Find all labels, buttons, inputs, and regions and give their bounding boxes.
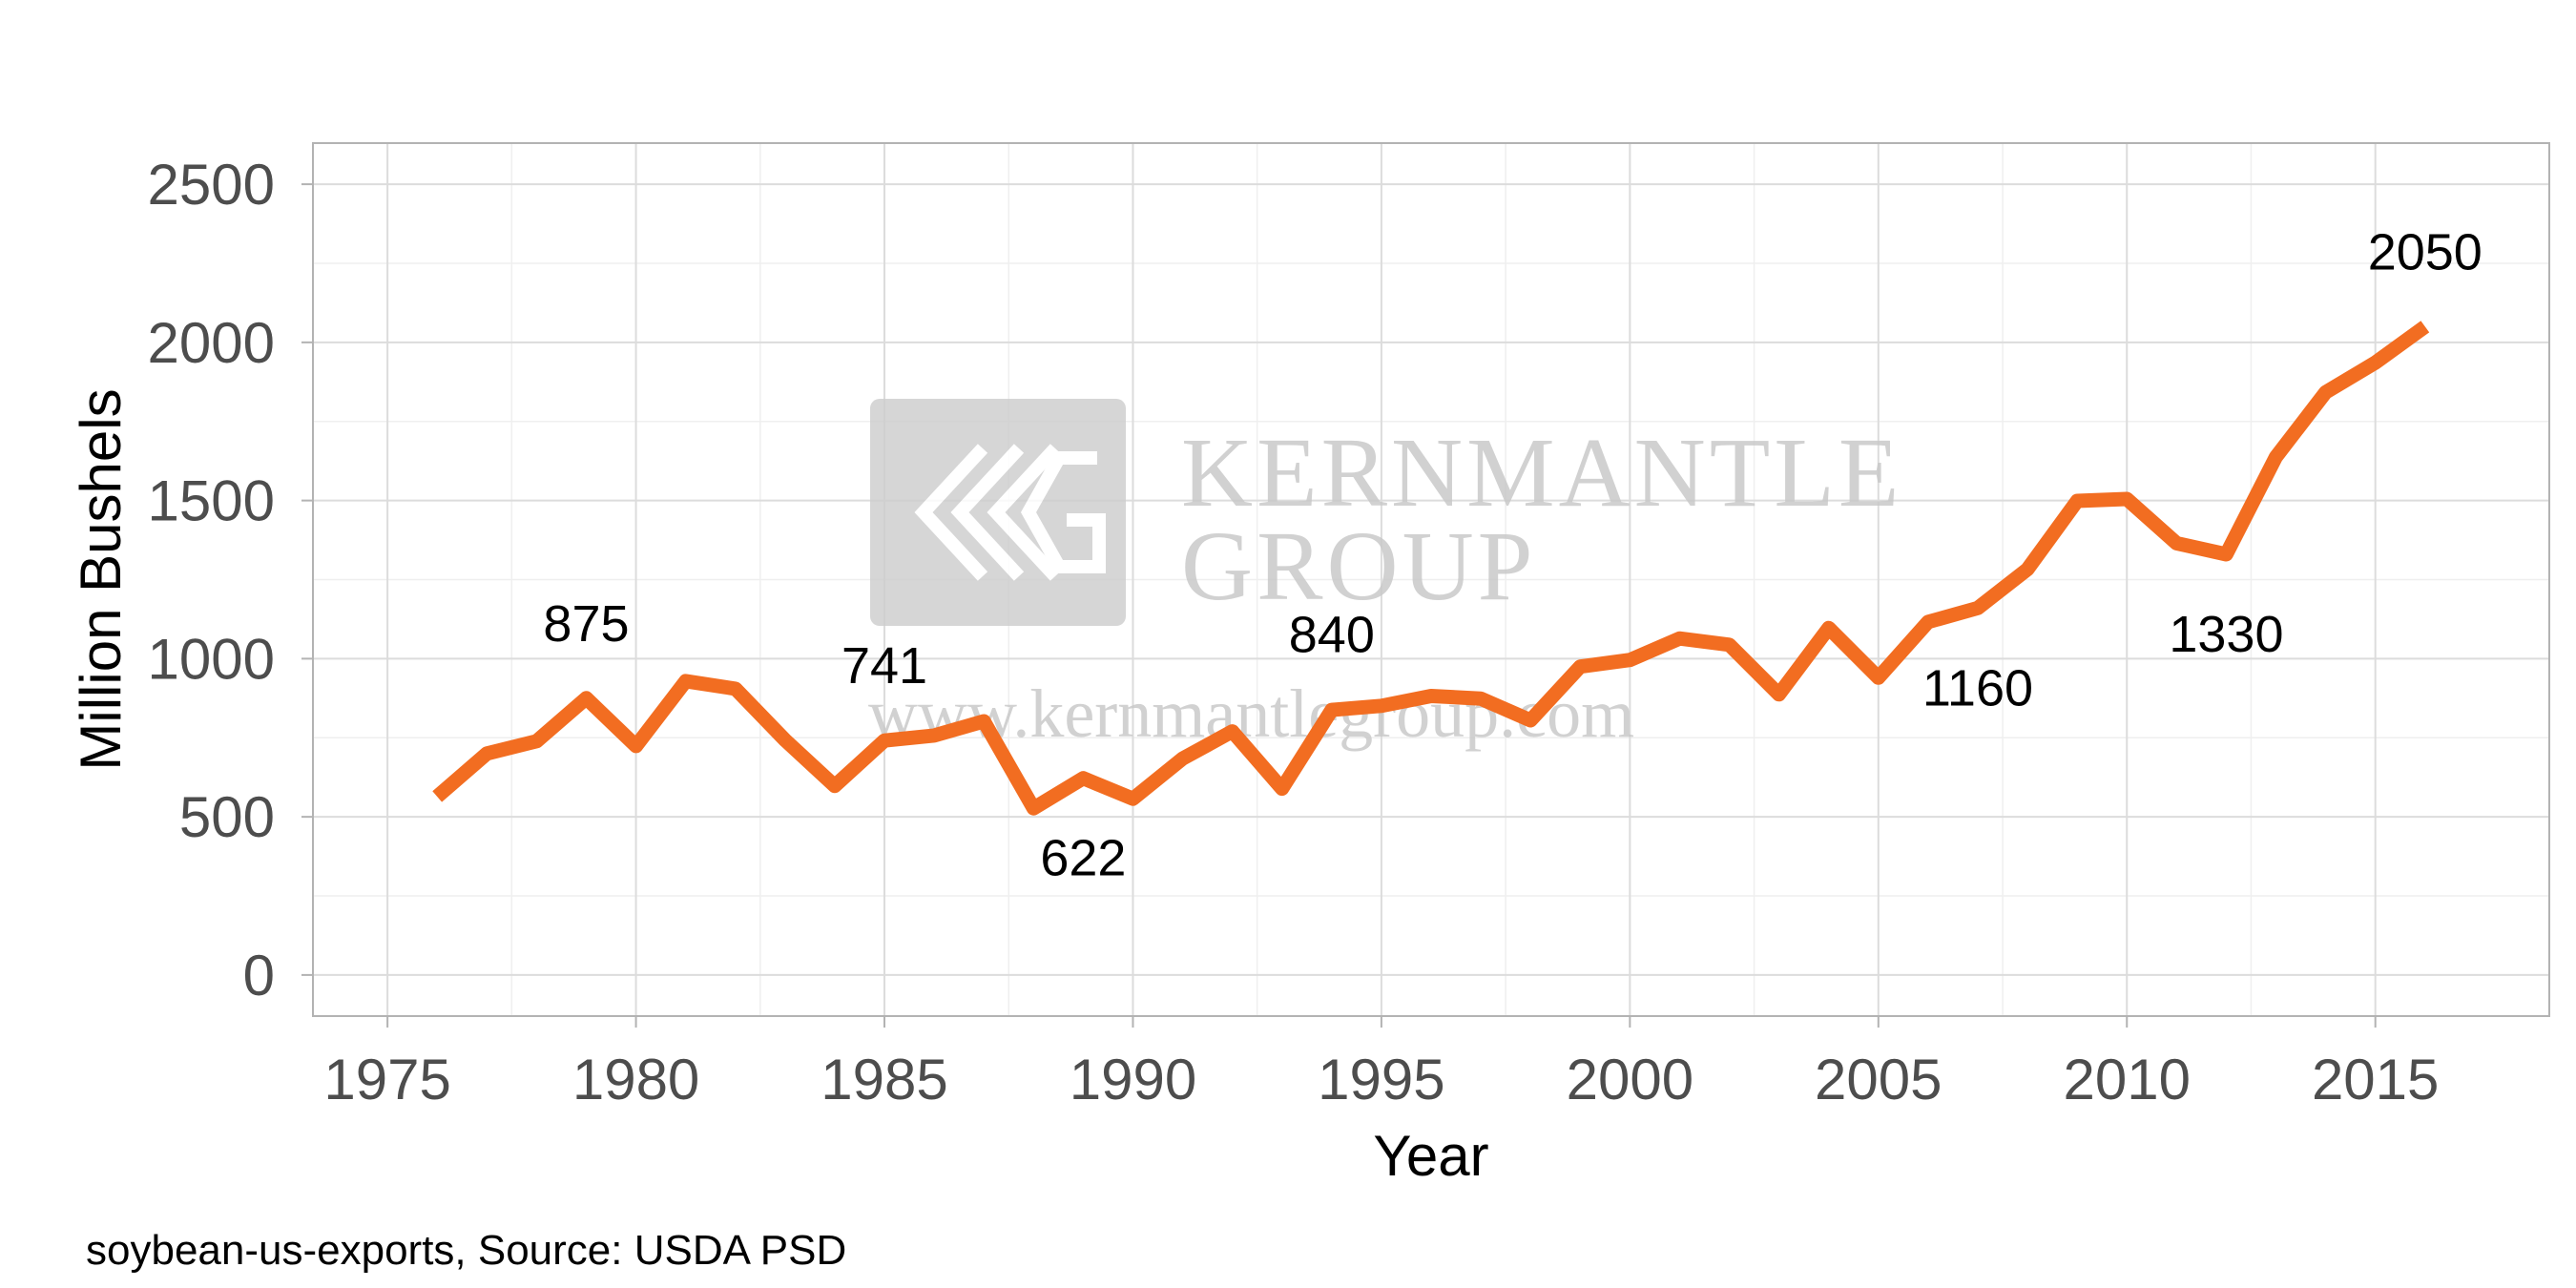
y-tick-label: 0 <box>243 944 275 1008</box>
y-axis-title: Million Bushels <box>69 388 133 770</box>
x-tick-label: 2005 <box>1815 1048 1942 1111</box>
data-label-2012: 1330 <box>2169 606 2283 663</box>
y-tick-label: 1500 <box>148 469 275 533</box>
y-tick-label: 500 <box>179 785 275 849</box>
y-tick-label: 1000 <box>148 627 275 691</box>
watermark-title: KERNMANTLE <box>1181 418 1902 528</box>
x-tick-label: 1990 <box>1070 1048 1196 1111</box>
data-labels: 875 741 622 840 1160 1330 2050 <box>543 223 2482 886</box>
plot-panel-border <box>312 142 2550 1017</box>
data-label-1989: 622 <box>1040 830 1126 887</box>
watermark-subtitle: GROUP <box>1181 511 1537 621</box>
x-tick-label: 2000 <box>1567 1048 1693 1111</box>
y-axis-ticks: 0 500 1000 1500 2000 2500 <box>148 153 313 1008</box>
chart-caption: soybean-us-exports, Source: USDA PSD <box>86 1227 846 1274</box>
data-label-1979: 875 <box>543 595 629 653</box>
x-axis-title: Year <box>1373 1124 1488 1188</box>
x-tick-label: 2010 <box>2064 1048 2191 1111</box>
y-tick-label: 2500 <box>148 153 275 217</box>
x-tick-label: 1985 <box>821 1048 947 1111</box>
major-gridlines <box>313 143 2549 1016</box>
x-tick-label: 1995 <box>1318 1048 1444 1111</box>
x-tick-label: 1980 <box>572 1048 699 1111</box>
watermark-logo-chevrons <box>914 444 1106 581</box>
minor-gridlines <box>313 143 2549 1016</box>
x-tick-label: 2015 <box>2312 1048 2439 1111</box>
data-label-2007: 1160 <box>1922 659 2033 717</box>
x-tick-label: 1975 <box>323 1048 450 1111</box>
x-axis-ticks: 1975 1980 1985 1990 1995 2000 2005 2010 2015 <box>323 1016 2439 1111</box>
series-points <box>437 326 2425 809</box>
data-label-2016: 2050 <box>2368 223 2483 280</box>
data-label-1994: 840 <box>1289 606 1375 663</box>
y-tick-label: 2000 <box>148 311 275 375</box>
data-label-1985: 741 <box>841 637 927 695</box>
